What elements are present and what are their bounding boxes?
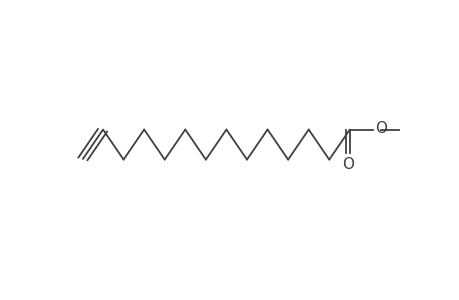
Text: O: O (374, 122, 386, 136)
Text: O: O (341, 157, 353, 172)
